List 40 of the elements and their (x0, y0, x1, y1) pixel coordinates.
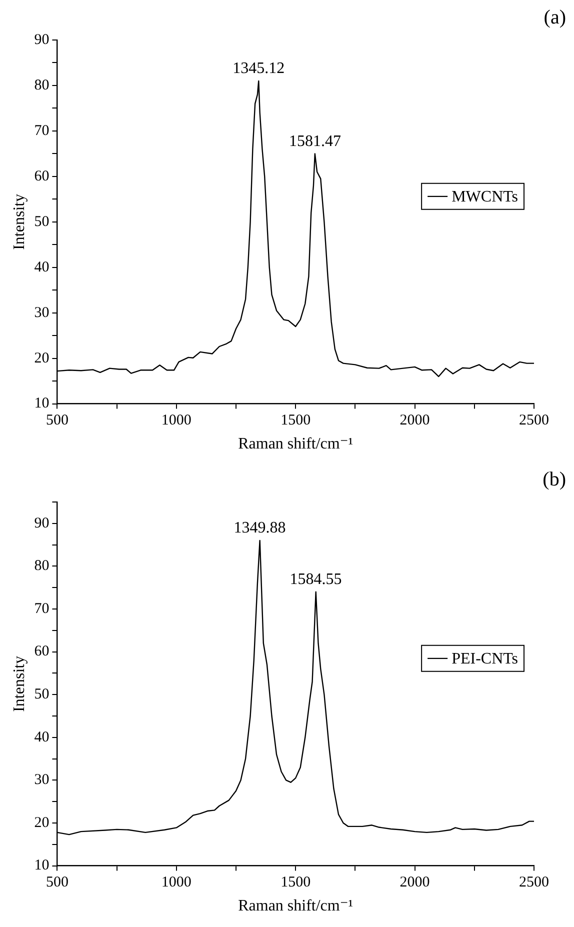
y-tick-label: 90 (34, 32, 50, 48)
legend-label: MWCNTs (452, 188, 518, 206)
x-tick-label: 1000 (161, 874, 192, 891)
y-axis-title: Intensity (10, 656, 28, 712)
y-tick-label: 50 (34, 686, 50, 703)
y-tick-label: 60 (34, 644, 50, 660)
x-tick-label: 2500 (519, 412, 549, 429)
x-tick-label: 500 (46, 412, 68, 429)
x-tick-label: 1500 (280, 412, 311, 429)
y-tick-label: 80 (34, 558, 50, 574)
y-tick-label: 90 (34, 515, 50, 532)
y-tick-label: 30 (34, 772, 50, 788)
x-tick-label: 1500 (280, 874, 311, 891)
annotation: 1584.55 (290, 571, 342, 588)
y-tick-label: 10 (34, 858, 50, 874)
y-tick-label: 10 (34, 396, 50, 412)
y-tick-label: 30 (34, 304, 50, 321)
legend-label: PEI-CNTs (452, 650, 518, 668)
x-axis-title: Raman shift/cm⁻¹ (238, 898, 354, 915)
y-tick-label: 70 (34, 122, 50, 139)
x-axis-title: Raman shift/cm⁻¹ (238, 436, 354, 453)
x-tick-label: 2000 (400, 412, 430, 429)
y-tick-label: 60 (34, 168, 50, 184)
y-tick-label: 80 (34, 77, 50, 94)
annotation: 1345.12 (232, 60, 285, 78)
x-tick-label: 1000 (161, 412, 192, 429)
y-tick-label: 20 (34, 814, 50, 831)
text: (b) (542, 468, 566, 490)
text: (a) (544, 6, 566, 28)
y-tick-label: 70 (34, 600, 50, 617)
annotation: 1349.88 (234, 520, 286, 537)
y-axis-title: Intensity (10, 194, 28, 250)
x-tick-label: 2500 (519, 874, 549, 891)
x-tick-label: 500 (46, 874, 68, 891)
y-tick-label: 40 (34, 259, 50, 276)
annotation: 1581.47 (289, 132, 342, 150)
y-tick-label: 40 (34, 729, 50, 746)
y-tick-label: 20 (34, 350, 50, 366)
y-tick-label: 50 (34, 214, 50, 230)
x-tick-label: 2000 (400, 874, 430, 891)
